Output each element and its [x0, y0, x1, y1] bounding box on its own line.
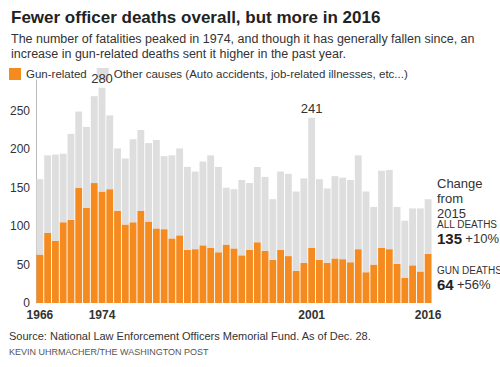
- svg-text:2015: 2015: [437, 206, 466, 221]
- svg-text:50: 50: [17, 258, 31, 272]
- svg-text:2001: 2001: [298, 308, 325, 322]
- svg-text:135: 135: [437, 230, 462, 247]
- svg-text:+10%: +10%: [465, 231, 499, 246]
- svg-text:200: 200: [10, 142, 30, 156]
- svg-text:increase in gun-related deaths: increase in gun-related deaths sent it h…: [11, 47, 346, 61]
- svg-text:Other causes (Auto accidents,: Other causes (Auto accidents, job-relate…: [114, 68, 408, 80]
- svg-text:Change: Change: [437, 176, 486, 191]
- svg-text:Gun-related: Gun-related: [26, 68, 87, 80]
- svg-text:250: 250: [10, 104, 30, 118]
- svg-text:0: 0: [23, 296, 30, 310]
- svg-text:from: from: [437, 191, 467, 206]
- svg-text:The number of fatalities peake: The number of fatalities peaked in 1974,…: [11, 32, 478, 46]
- svg-text:+56%: +56%: [457, 277, 491, 292]
- svg-text:241: 241: [301, 101, 323, 116]
- svg-text:ALL DEATHS: ALL DEATHS: [437, 219, 497, 230]
- svg-text:Fewer officer deaths overall,: Fewer officer deaths overall, but more i…: [11, 8, 380, 27]
- svg-text:1974: 1974: [89, 308, 116, 322]
- svg-text:100: 100: [10, 219, 30, 233]
- svg-text:2016: 2016: [415, 308, 442, 322]
- svg-text:1966: 1966: [27, 308, 54, 322]
- svg-text:150: 150: [10, 181, 30, 195]
- svg-text:280: 280: [91, 71, 113, 86]
- svg-text:KEVIN UHRMACHER/THE WASHINGTON: KEVIN UHRMACHER/THE WASHINGTON POST: [9, 347, 209, 357]
- svg-text:64: 64: [437, 276, 454, 293]
- svg-text:Source: National Law Enforceme: Source: National Law Enforcement Officer…: [9, 330, 371, 342]
- svg-text:GUN DEATHS: GUN DEATHS: [437, 265, 500, 276]
